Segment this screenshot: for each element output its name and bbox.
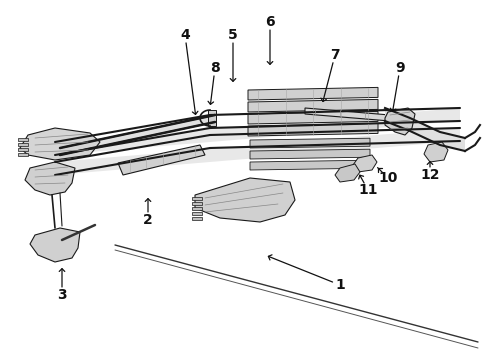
- Text: 10: 10: [378, 171, 398, 185]
- Text: 3: 3: [57, 288, 67, 302]
- Polygon shape: [248, 87, 378, 100]
- Polygon shape: [192, 212, 202, 215]
- Polygon shape: [192, 217, 202, 220]
- Text: 2: 2: [143, 213, 153, 227]
- Text: 1: 1: [335, 278, 345, 292]
- Polygon shape: [335, 164, 360, 182]
- Polygon shape: [18, 138, 28, 141]
- Text: 4: 4: [180, 28, 190, 42]
- Polygon shape: [18, 143, 28, 146]
- Polygon shape: [385, 108, 415, 135]
- Polygon shape: [305, 108, 390, 121]
- Polygon shape: [248, 123, 378, 136]
- Text: 6: 6: [265, 15, 275, 29]
- Polygon shape: [18, 153, 28, 156]
- Polygon shape: [195, 178, 295, 222]
- Text: 12: 12: [420, 168, 440, 182]
- Polygon shape: [208, 110, 216, 126]
- Polygon shape: [118, 145, 205, 175]
- Polygon shape: [250, 149, 370, 159]
- Polygon shape: [385, 108, 465, 151]
- Polygon shape: [18, 148, 28, 151]
- Polygon shape: [248, 99, 378, 112]
- Polygon shape: [424, 142, 448, 162]
- Text: 7: 7: [330, 48, 340, 62]
- Text: 9: 9: [395, 61, 405, 75]
- Polygon shape: [20, 128, 100, 160]
- Text: 8: 8: [210, 61, 220, 75]
- Text: 11: 11: [358, 183, 378, 197]
- Polygon shape: [25, 162, 75, 195]
- Polygon shape: [250, 160, 370, 170]
- Polygon shape: [55, 108, 460, 155]
- Polygon shape: [60, 115, 215, 155]
- Polygon shape: [353, 155, 377, 172]
- Polygon shape: [30, 228, 80, 262]
- Polygon shape: [192, 202, 202, 205]
- Polygon shape: [248, 111, 378, 124]
- Polygon shape: [55, 128, 460, 175]
- Polygon shape: [250, 138, 370, 148]
- Text: 5: 5: [228, 28, 238, 42]
- Polygon shape: [192, 207, 202, 210]
- Polygon shape: [192, 197, 202, 200]
